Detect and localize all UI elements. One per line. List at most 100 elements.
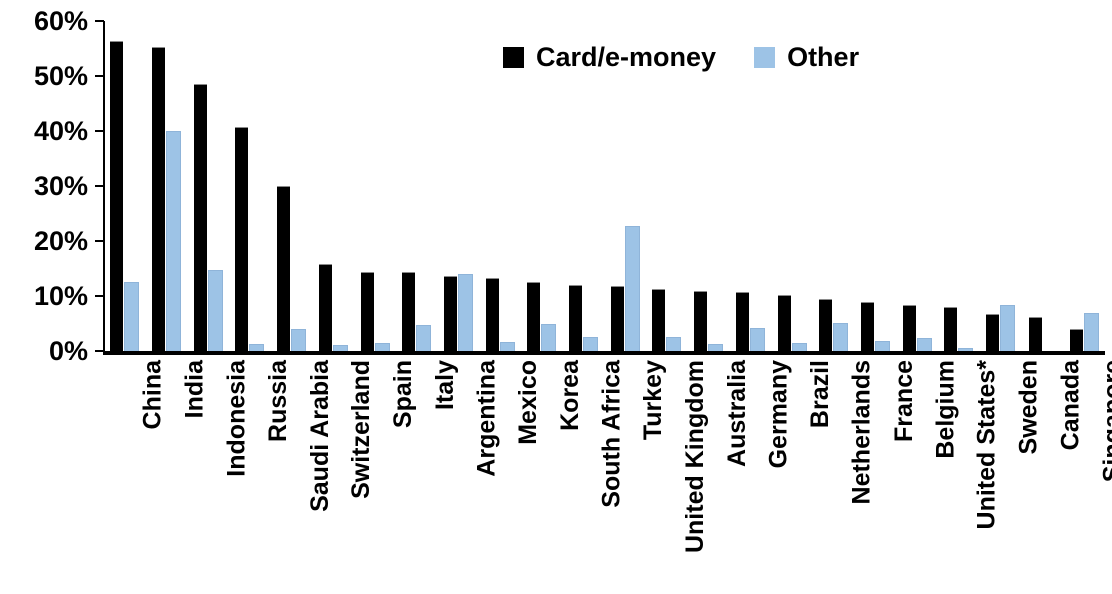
y-axis-line	[103, 21, 105, 355]
y-tick-label-10: 10%	[33, 281, 88, 311]
bar-group-indonesia	[187, 21, 229, 351]
x-label-germany: Germany	[730, 360, 792, 594]
bar-group-netherlands	[813, 21, 855, 351]
y-tick-mark-30	[95, 185, 104, 187]
bar-group-korea	[521, 21, 563, 351]
y-tick-label-30: 30%	[33, 171, 88, 201]
bar-card-e-money-italy	[402, 272, 416, 351]
legend-label-other: Other	[787, 42, 860, 72]
x-label-canada: Canada	[1021, 360, 1084, 594]
bar-other-china	[124, 282, 140, 351]
y-tick-label-50: 50%	[33, 61, 88, 91]
y-tick-mark-60	[95, 20, 104, 22]
bar-card-e-money-turkey	[610, 286, 624, 351]
bar-other-south-africa	[583, 337, 599, 351]
bar-card-e-money-argentina	[443, 276, 457, 351]
bar-group-russia	[229, 21, 271, 351]
bar-other-indonesia	[207, 270, 223, 351]
bar-other-switzerland	[332, 345, 348, 351]
bar-other-brazil	[791, 343, 807, 351]
legend-item-card-e-money: Card/e-money	[503, 42, 716, 73]
x-label-united-states: United States*	[938, 360, 1001, 594]
x-label-turkey: Turkey	[604, 360, 667, 594]
bar-other-germany	[749, 328, 765, 351]
y-tick-label-0: 0%	[48, 336, 88, 366]
x-label-sweden: Sweden	[980, 360, 1043, 594]
x-label-indonesia: Indonesia	[187, 360, 250, 594]
x-label-korea: Korea	[521, 360, 584, 594]
x-label-switzerland: Switzerland	[313, 360, 375, 594]
legend-swatch-card-e-money	[503, 47, 524, 68]
y-tick-mark-50	[95, 75, 104, 77]
x-axis-labels: China India Indonesia Russia Saudi Arabia Swi…	[104, 360, 1112, 594]
x-label-australia: Australia	[688, 360, 751, 594]
bar-card-e-money-spain	[360, 272, 374, 351]
bar-other-india	[166, 131, 182, 351]
bar-other-italy	[416, 325, 432, 351]
bar-group-australia	[688, 21, 730, 351]
bar-card-e-money-germany	[735, 292, 749, 351]
bar-group-switzerland	[313, 21, 355, 351]
bar-group-south-africa	[563, 21, 605, 351]
x-label-united-kingdom: United Kingdom	[646, 360, 709, 594]
x-label-singapore: Singapore	[1063, 360, 1112, 594]
bar-card-e-money-brazil	[777, 295, 791, 351]
bar-other-turkey	[624, 226, 640, 351]
bar-card-e-money-netherlands	[819, 299, 833, 351]
bar-card-e-money-saudi-arabia	[277, 186, 291, 351]
x-label-spain: Spain	[354, 360, 417, 594]
bar-group-canada	[1021, 21, 1063, 351]
bar-other-mexico	[499, 342, 515, 351]
y-tick-mark-0	[95, 350, 104, 352]
bar-group-france	[855, 21, 897, 351]
bar-other-argentina	[457, 274, 473, 351]
bar-card-e-money-singapore	[1069, 329, 1083, 351]
bar-other-saudi-arabia	[291, 329, 307, 351]
bar-group-brazil	[771, 21, 813, 351]
bar-other-australia	[708, 344, 724, 351]
bar-other-singapore	[1083, 313, 1099, 351]
bar-other-korea	[541, 324, 557, 351]
x-label-mexico: Mexico	[479, 360, 542, 594]
x-label-india: India	[146, 360, 209, 594]
bar-other-united-states	[958, 348, 974, 351]
bar-card-e-money-united-states	[944, 307, 958, 351]
bar-card-e-money-russia	[235, 127, 249, 351]
bar-card-e-money-australia	[694, 291, 708, 351]
x-label-brazil: Brazil	[771, 360, 834, 594]
bar-group-united-states	[938, 21, 980, 351]
bar-group-belgium	[896, 21, 938, 351]
x-label-netherlands: Netherlands	[813, 360, 876, 594]
bar-card-e-money-korea	[527, 282, 541, 351]
y-tick-label-60: 60%	[33, 6, 88, 36]
x-label-russia: Russia	[229, 360, 292, 594]
bar-group-germany	[730, 21, 772, 351]
y-tick-mark-10	[95, 295, 104, 297]
bar-group-singapore	[1063, 21, 1105, 351]
bar-other-belgium	[916, 338, 932, 351]
legend: Card/e-money Other	[503, 42, 859, 73]
bar-other-france	[875, 341, 890, 351]
legend-swatch-other	[754, 47, 776, 68]
bar-card-e-money-china	[110, 41, 124, 351]
bar-other-russia	[249, 344, 265, 351]
plot-area	[104, 21, 1105, 351]
bar-card-e-money-united-kingdom	[652, 289, 666, 351]
bar-card-e-money-belgium	[902, 305, 916, 351]
bar-group-saudi-arabia	[271, 21, 313, 351]
bar-group-sweden	[980, 21, 1022, 351]
bar-other-netherlands	[833, 323, 849, 351]
bar-card-e-money-france	[861, 302, 874, 351]
x-label-text-singapore: Singapore	[1098, 360, 1112, 483]
legend-label-card-e-money: Card/e-money	[536, 42, 717, 72]
x-label-france: France	[855, 360, 918, 594]
legend-item-other: Other	[754, 42, 859, 73]
bar-group-china	[104, 21, 146, 351]
x-axis-line	[104, 351, 1105, 355]
bar-group-argentina	[438, 21, 480, 351]
y-tick-label-40: 40%	[33, 116, 88, 146]
bar-other-spain	[374, 343, 390, 351]
x-label-saudi-arabia: Saudi Arabia	[271, 360, 334, 594]
x-label-argentina: Argentina	[438, 360, 500, 594]
